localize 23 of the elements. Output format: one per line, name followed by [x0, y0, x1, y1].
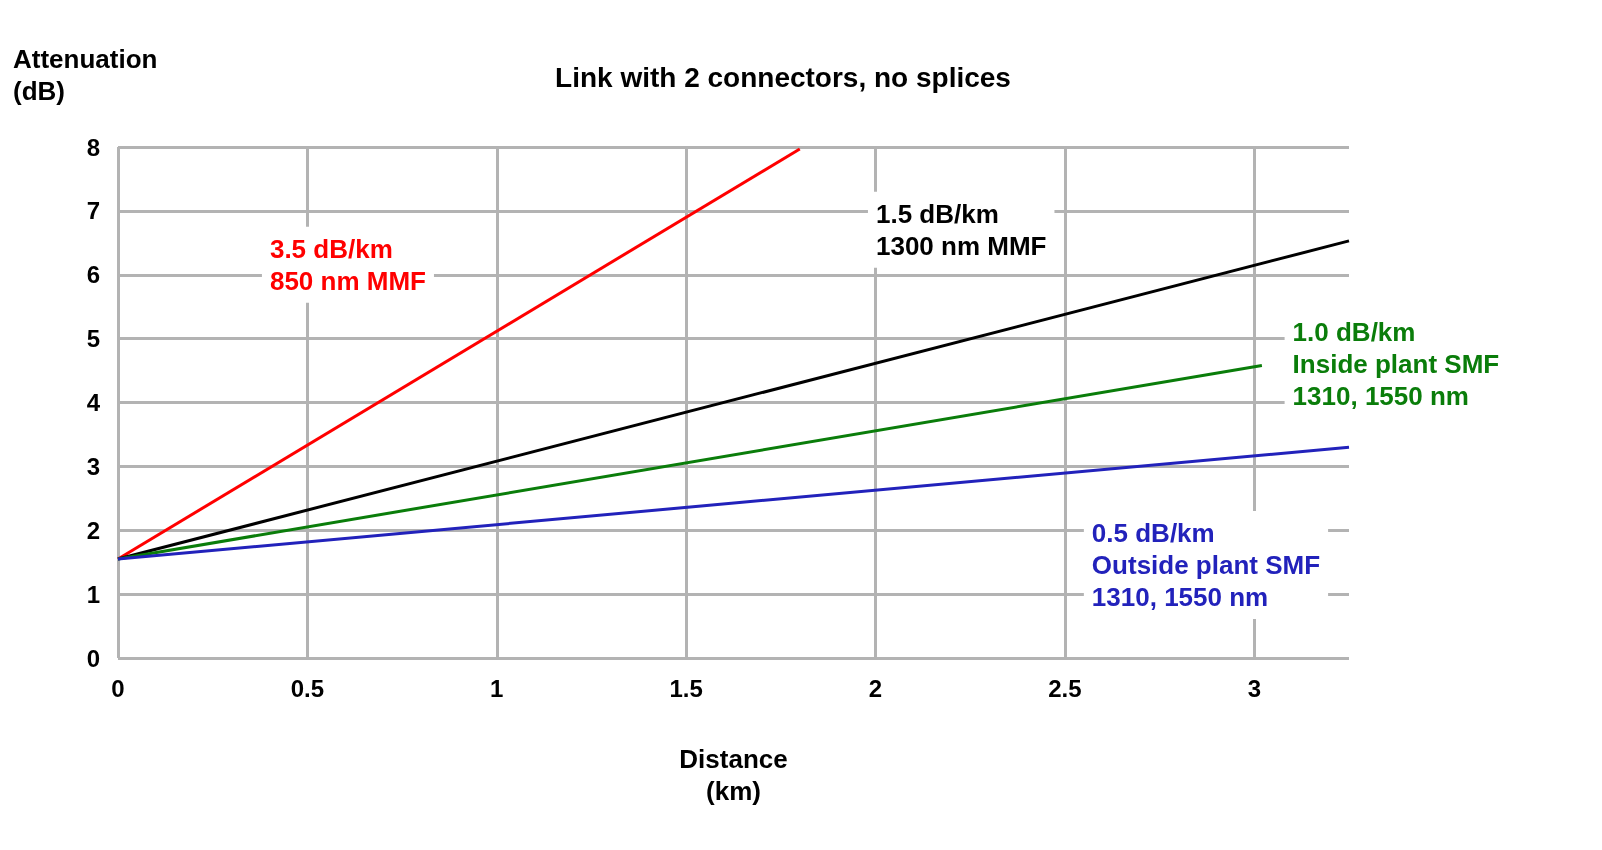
y-tick-label: 2 — [86, 516, 100, 544]
x-tick-label: 0.5 — [290, 674, 325, 702]
y-axis-title: Attenuation (dB) — [13, 44, 158, 106]
series-label: 0.5 dB/km Outside plant SMF 1310, 1550 nm — [1091, 518, 1321, 613]
y-tick-label: 1 — [86, 580, 100, 608]
chart-title: Link with 2 connectors, no splices — [555, 61, 1011, 93]
y-tick-label: 3 — [86, 452, 100, 480]
y-tick-label: 7 — [86, 197, 100, 225]
y-tick-label: 4 — [86, 389, 101, 416]
y-tick-label: 0 — [86, 644, 100, 672]
text: 1.5 dB/km 1300 nm MMF — [875, 198, 1047, 261]
series-label: 1.0 dB/km Inside plant SMF 1310, 1550 nm — [1292, 316, 1500, 411]
y-tick-label: 5 — [86, 325, 100, 353]
x-tick-label: 2.5 — [1048, 674, 1082, 702]
x-tick-label: 0 — [111, 674, 125, 702]
y-tick-label: 6 — [86, 261, 100, 289]
x-tick-label: 2 — [868, 674, 883, 702]
text: 3.5 dB/km 850 nm MMF — [269, 233, 426, 296]
x-tick-label: 1.5 — [669, 674, 703, 702]
y-tick-label: 8 — [86, 133, 100, 161]
x-tick-label: 3 — [1247, 674, 1261, 702]
x-axis-title: Distance (km) — [679, 744, 788, 806]
x-tick-label: 1 — [490, 674, 504, 702]
